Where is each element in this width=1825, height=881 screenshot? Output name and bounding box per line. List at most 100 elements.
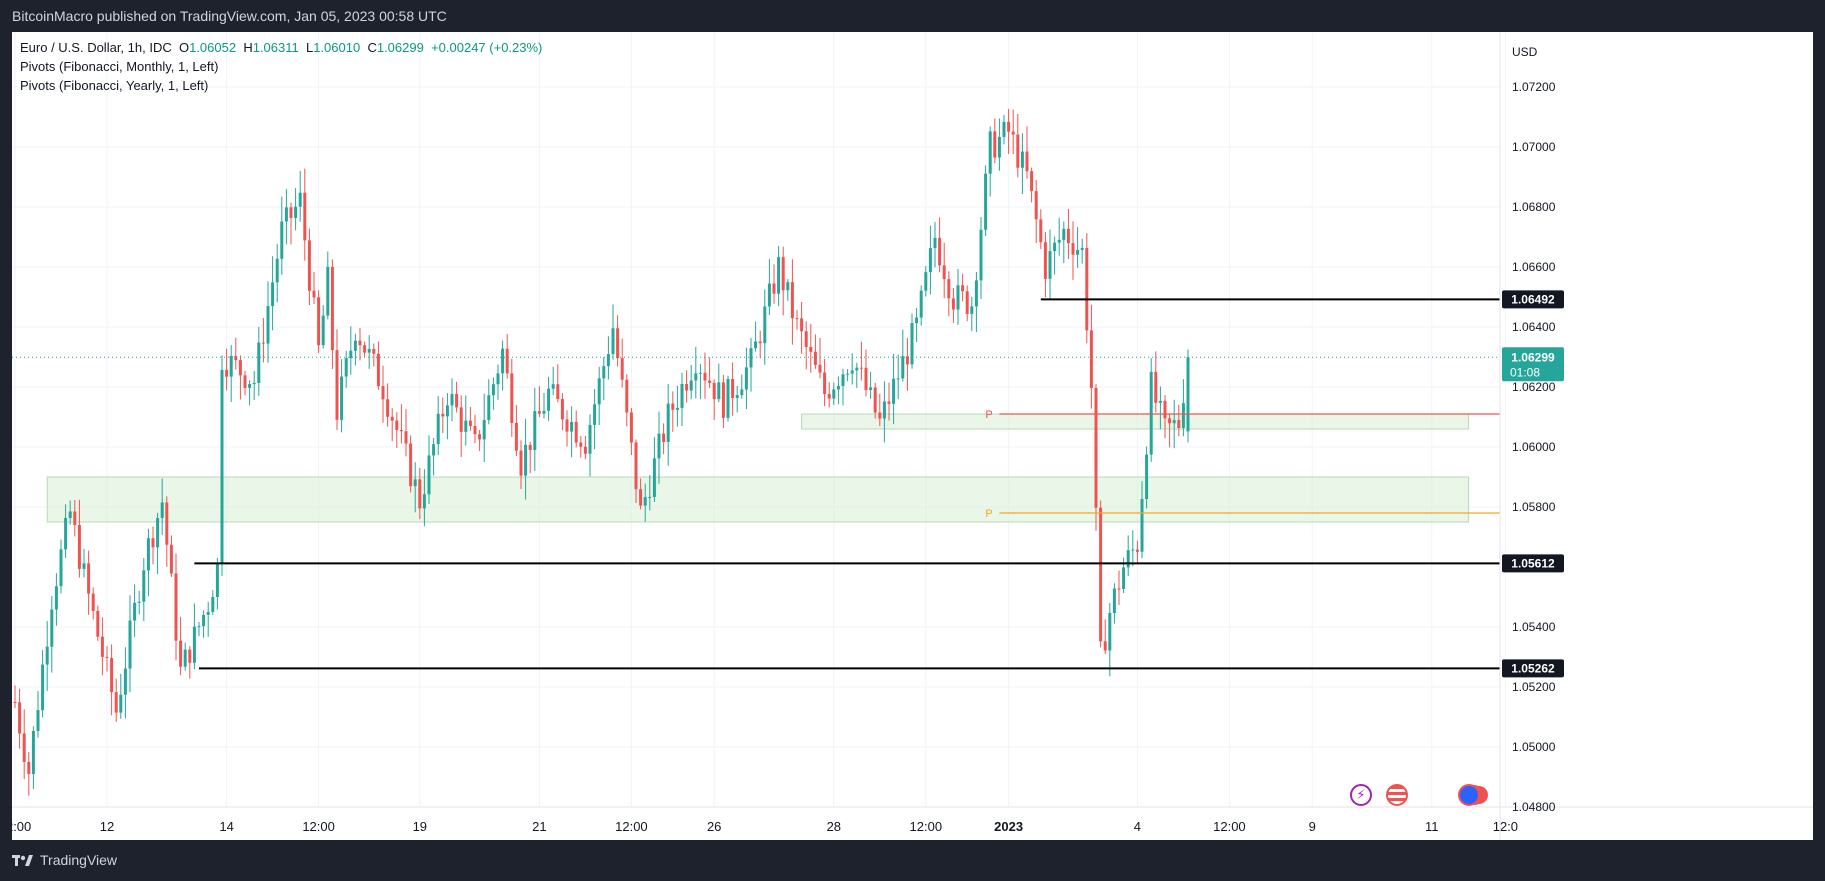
lightning-event-icon[interactable]: ⚡ [1350,784,1372,806]
candle-body [1030,171,1034,192]
candle-body [427,455,431,495]
candle-body [468,420,472,426]
candle-body [1149,371,1153,455]
candle-body [901,356,905,379]
candle-body [781,257,785,291]
x-tick-label: 21 [532,819,546,834]
candle-body [685,384,689,391]
candle-body [790,282,794,319]
footer-bar: TradingView [0,840,1825,881]
candle-body [938,237,942,266]
chart-frame[interactable]: P P 1.06492 1.05612 1.05262 1.06299 01:08 1.07… [12,32,1813,840]
candle-body [565,419,569,432]
candle-body [441,413,445,417]
legend-close: 1.06299 [376,40,424,55]
candle-body [878,412,882,419]
earnings-stack-icon[interactable] [1458,784,1480,806]
candle-body [409,443,413,487]
tradingview-logo-icon [12,855,33,866]
level-badge-label: 1.05612 [1511,556,1555,570]
candle-body [192,626,196,663]
candle-body [1039,219,1043,243]
candle-body [993,131,997,158]
candle-body [836,385,840,390]
candle-body [1053,242,1057,252]
candle-body [809,346,813,352]
candle-body [376,353,380,387]
axes: 1.07200 1.07000 1.06800 1.06600 1.06400 1.062… [12,32,1813,840]
x-tick-label: 4 [1134,819,1141,834]
candle-body [326,266,330,316]
candle-body [652,458,656,497]
level-badge-label: 1.06492 [1511,292,1555,306]
tradingview-brand[interactable]: TradingView [12,852,117,868]
candle-body [367,349,371,353]
y-tick-label: 1.05400 [1512,620,1556,634]
candle-body [266,306,270,344]
candle-body [823,372,827,395]
candle-body [1057,239,1061,243]
y-tick-label: 1.06400 [1512,320,1556,334]
candle-body [634,442,638,490]
candle-body [1043,242,1047,279]
countdown-label: 01:08 [1510,365,1540,379]
x-tick-label: 12 [100,819,114,834]
candle-body [160,502,164,518]
candle-body [850,370,854,374]
candle-body [50,609,54,647]
candle-body [818,364,822,373]
candle-body [128,620,132,669]
candle-body [749,348,753,368]
candle-body [284,207,288,222]
candle-body [91,593,95,611]
legend-pivots-yearly[interactable]: Pivots (Fibonacci, Yearly, 1, Left) [20,78,209,93]
candle-body [482,420,486,440]
candle-body [763,306,767,344]
x-tick-label: 26 [707,819,721,834]
y-tick-label: 1.05200 [1512,680,1556,694]
candle-body [533,411,537,450]
candle-body [832,389,836,399]
legend-pivots-monthly[interactable]: Pivots (Fibonacci, Monthly, 1, Left) [20,59,219,74]
us-flag-event-icon[interactable] [1386,784,1408,806]
x-tick-label: 12:00 [302,819,335,834]
pivot-label-monthly: P [985,409,992,421]
candle-body [1103,641,1107,651]
candle-body [1140,499,1144,552]
candle-body [974,280,978,307]
candle-body [1163,400,1167,419]
y-tick-label: 1.06200 [1512,380,1556,394]
legend-ohlc-row: Euro / U.S. Dollar, 1h, IDC O1.06052 H1.… [20,38,542,57]
candle-body [731,379,735,399]
candle-body [574,421,578,443]
last-price-badge [1502,347,1564,382]
candle-body [721,382,725,418]
candle-body [436,413,440,445]
candle-body [514,422,518,451]
candle-body [712,382,716,400]
candle-body [556,384,560,400]
candle-body [123,668,127,695]
candle-body [478,434,482,440]
candle-body [864,367,868,390]
candle-body [73,511,77,525]
candle-body [524,444,528,476]
legend-symbol[interactable]: Euro / U.S. Dollar, 1h, IDC [20,40,172,55]
candle-body [703,372,707,381]
candle-body [215,562,219,597]
candle-body [671,403,675,410]
candle-body [261,342,265,344]
x-tick-label: 12:00 [12,819,31,834]
candle-body [947,279,951,299]
candle-body [119,694,123,713]
candle-body [1062,228,1066,240]
level-badge-label: 1.05262 [1511,661,1555,675]
candle-body [758,341,762,344]
candle-body [413,479,417,487]
candle-body [36,710,40,732]
candle-body [625,379,629,413]
candle-body [1122,567,1126,589]
zone-lower [46,476,1470,523]
candle-body [597,378,601,405]
